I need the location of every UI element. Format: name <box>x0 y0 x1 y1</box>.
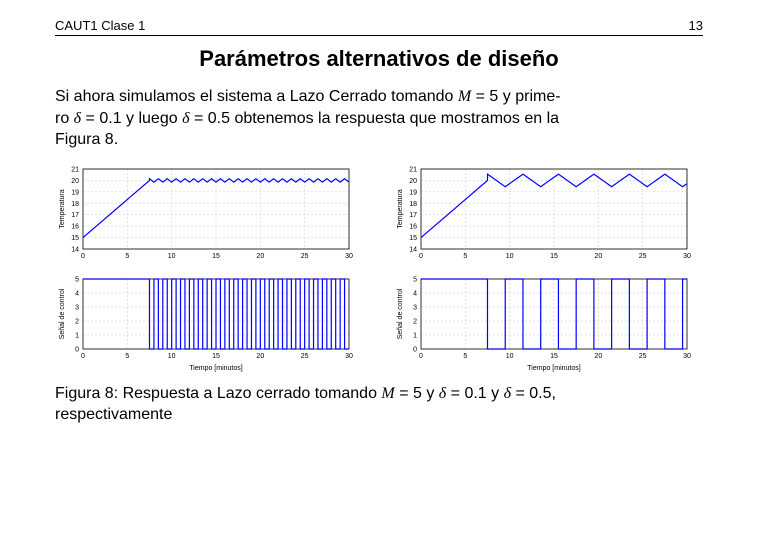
svg-text:1: 1 <box>413 332 417 339</box>
var-delta-2: δ <box>182 110 189 127</box>
svg-text:0: 0 <box>81 253 85 260</box>
svg-text:Señal de control: Señal de control <box>397 288 404 339</box>
svg-text:15: 15 <box>71 235 79 242</box>
chart-bottom-left: 0 5 10 15 20 25 30 0 1 2 3 4 5 Señal de control Tiempo… <box>55 273 365 373</box>
svg-text:3: 3 <box>413 304 417 311</box>
cap-frag-eq2: = 0.1 y <box>446 385 503 402</box>
svg-text:5: 5 <box>463 353 467 360</box>
svg-text:Temperatura: Temperatura <box>59 189 66 228</box>
svg-text:30: 30 <box>345 353 353 360</box>
svg-text:21: 21 <box>71 166 79 173</box>
svg-text:30: 30 <box>683 353 691 360</box>
para-frag-eq1: = 5 y prime- <box>471 88 560 105</box>
svg-text:5: 5 <box>125 353 129 360</box>
svg-text:Temperatura: Temperatura <box>397 189 404 228</box>
svg-text:17: 17 <box>409 212 417 219</box>
svg-text:20: 20 <box>594 353 602 360</box>
header-left: CAUT1 Clase 1 <box>55 18 145 33</box>
svg-text:17: 17 <box>71 212 79 219</box>
svg-text:5: 5 <box>463 253 467 260</box>
svg-text:Tiempo [minutos]: Tiempo [minutos] <box>189 365 242 372</box>
svg-text:0: 0 <box>75 346 79 353</box>
para-frag-eq2: = 0.1 y luego <box>81 110 182 127</box>
var-M: M <box>458 88 471 105</box>
svg-text:5: 5 <box>75 276 79 283</box>
svg-text:0: 0 <box>419 353 423 360</box>
header-page-number: 13 <box>689 18 703 33</box>
cap-frag-1: Figura 8: Respuesta a Lazo cerrado toman… <box>55 385 381 402</box>
svg-text:21: 21 <box>409 166 417 173</box>
para-frag-1: Si ahora simulamos el sistema a Lazo Cer… <box>55 88 458 105</box>
svg-text:15: 15 <box>212 353 220 360</box>
svg-text:10: 10 <box>168 353 176 360</box>
svg-text:16: 16 <box>71 223 79 230</box>
svg-text:19: 19 <box>71 189 79 196</box>
svg-text:Señal de control: Señal de control <box>59 288 66 339</box>
svg-text:5: 5 <box>413 276 417 283</box>
svg-text:20: 20 <box>409 178 417 185</box>
svg-text:14: 14 <box>71 246 79 253</box>
para-frag-3: Figura 8. <box>55 131 118 148</box>
chart-bottom-right: 0 5 10 15 20 25 30 0 1 2 3 4 5 Señal de control Tiempo… <box>393 273 703 373</box>
cap-frag-eq3: = 0.5, <box>511 385 556 402</box>
para-frag-2: ro <box>55 110 74 127</box>
page-title: Parámetros alternativos de diseño <box>55 46 703 72</box>
svg-text:15: 15 <box>550 353 558 360</box>
svg-text:4: 4 <box>413 290 417 297</box>
svg-text:Tiempo [minutos]: Tiempo [minutos] <box>527 365 580 372</box>
svg-text:19: 19 <box>409 189 417 196</box>
figure-caption: Figura 8: Respuesta a Lazo cerrado toman… <box>55 383 703 426</box>
svg-text:25: 25 <box>639 253 647 260</box>
para-frag-eq3: = 0.5 obtenemos la respuesta que mostram… <box>190 110 560 127</box>
var-delta-1: δ <box>74 110 81 127</box>
svg-text:0: 0 <box>81 353 85 360</box>
cap-frag-eq1: = 5 y <box>395 385 439 402</box>
svg-text:15: 15 <box>550 253 558 260</box>
svg-text:20: 20 <box>256 253 264 260</box>
svg-text:25: 25 <box>301 353 309 360</box>
body-paragraph: Si ahora simulamos el sistema a Lazo Cer… <box>55 86 703 151</box>
svg-text:14: 14 <box>409 246 417 253</box>
svg-text:30: 30 <box>683 253 691 260</box>
svg-text:10: 10 <box>168 253 176 260</box>
svg-text:30: 30 <box>345 253 353 260</box>
chart-grid: 0510152025301415161718192021Temperatura … <box>55 163 703 373</box>
svg-text:4: 4 <box>75 290 79 297</box>
svg-text:3: 3 <box>75 304 79 311</box>
cap-var-d2: δ <box>504 385 511 402</box>
svg-text:20: 20 <box>256 353 264 360</box>
svg-text:0: 0 <box>419 253 423 260</box>
chart-top-left: 0 5 10 15 20 25 30 14 15 16 17 18 19 20 21 Temperatura <box>55 163 365 263</box>
svg-text:15: 15 <box>409 235 417 242</box>
svg-text:5: 5 <box>125 253 129 260</box>
svg-text:15: 15 <box>212 253 220 260</box>
svg-text:1: 1 <box>75 332 79 339</box>
svg-text:16: 16 <box>409 223 417 230</box>
page-header: CAUT1 Clase 1 13 <box>55 18 703 36</box>
svg-text:20: 20 <box>594 253 602 260</box>
svg-text:10: 10 <box>506 353 514 360</box>
svg-text:10: 10 <box>506 253 514 260</box>
cap-var-M: M <box>381 385 394 402</box>
svg-text:2: 2 <box>413 318 417 325</box>
svg-text:18: 18 <box>409 201 417 208</box>
svg-text:18: 18 <box>71 201 79 208</box>
svg-text:0: 0 <box>413 346 417 353</box>
svg-text:25: 25 <box>639 353 647 360</box>
cap-frag-2: respectivamente <box>55 406 172 423</box>
svg-text:2: 2 <box>75 318 79 325</box>
svg-text:25: 25 <box>301 253 309 260</box>
svg-text:20: 20 <box>71 178 79 185</box>
chart-top-right: 0 5 10 15 20 25 30 14 15 16 17 18 19 20 21 Temperatura <box>393 163 703 263</box>
